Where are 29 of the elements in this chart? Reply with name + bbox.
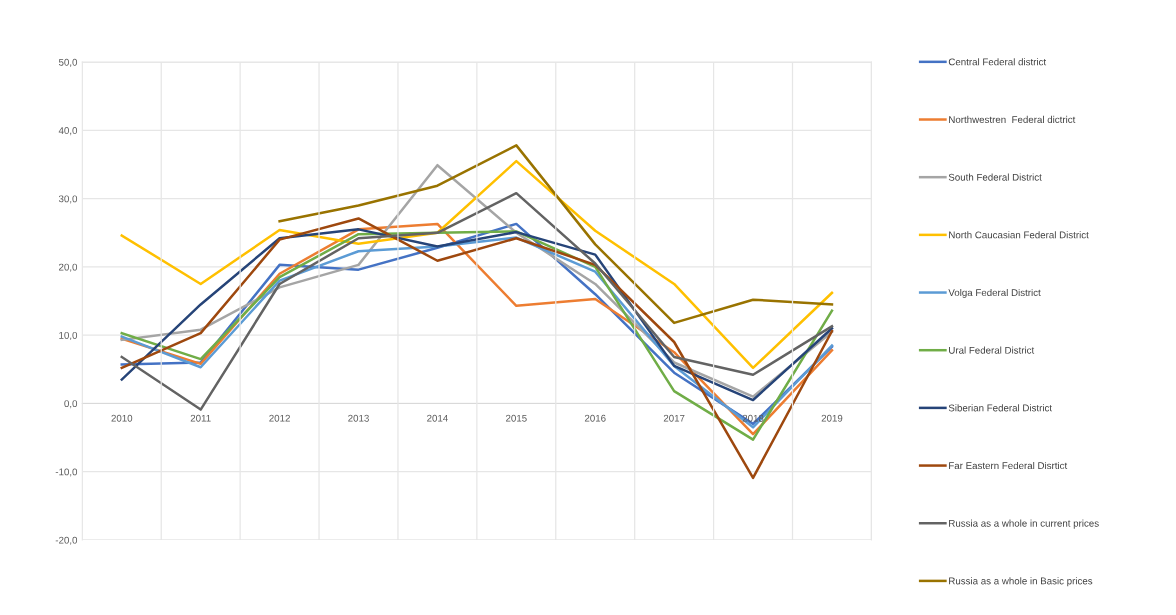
legend-label: Siberian Federal District (948, 404, 1053, 412)
y-tick-label: 10,0 (59, 331, 78, 340)
legend-label: Ural Federal District (949, 346, 1035, 354)
x-tick-label: 2014 (427, 414, 448, 422)
legend-label: Central Federal district (948, 58, 1047, 66)
legend-label: North Caucasian Federal District (949, 231, 1089, 239)
x-tick-label: 2015 (506, 414, 527, 422)
legend-label: Far Eastern Federal Disrtict (949, 461, 1068, 470)
legend-label: Russia as a whole in current prices (949, 519, 1099, 529)
legend-label: South Federal District (948, 173, 1042, 181)
y-tick-label: 20,0 (59, 263, 78, 272)
legend-label: Russia as a whole in Basic prices (949, 577, 1093, 587)
x-tick-label: 2010 (111, 414, 133, 422)
y-tick-label: 30,0 (58, 195, 78, 204)
y-tick-label: 50,0 (58, 58, 78, 67)
y-tick-label: 0,0 (64, 400, 78, 409)
x-tick-label: 2019 (821, 414, 843, 422)
legend-label: Volga Federal District (948, 288, 1041, 298)
y-tick-label: -10,0 (55, 468, 78, 477)
x-tick-label: 2013 (348, 414, 369, 422)
x-tick-label: 2011 (190, 414, 211, 422)
x-tick-label: 2017 (663, 414, 685, 422)
y-tick-label: 40,0 (58, 127, 78, 136)
y-tick-label: -20,0 (55, 536, 78, 545)
legend-label: Northwestren Federal dictrict (949, 115, 1076, 124)
line-series (120, 191, 834, 411)
x-tick-label: 2012 (269, 414, 290, 422)
x-tick-label: 2016 (584, 414, 606, 422)
line-series (278, 144, 834, 325)
